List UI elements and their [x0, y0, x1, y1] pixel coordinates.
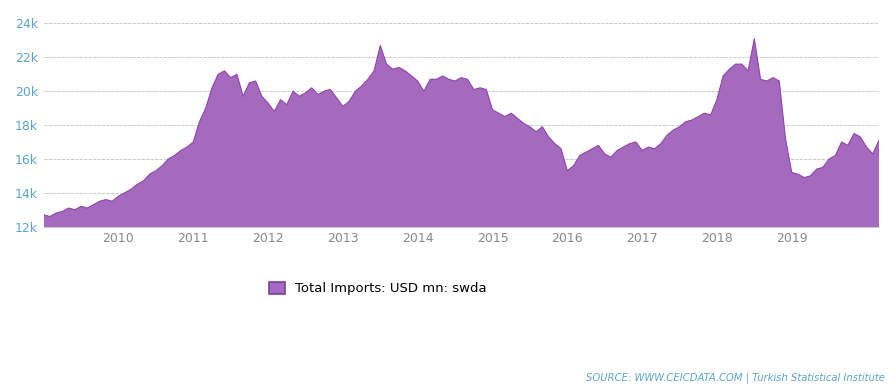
Text: SOURCE: WWW.CEICDATA.COM | Turkish Statistical Institute: SOURCE: WWW.CEICDATA.COM | Turkish Stati… [586, 373, 885, 383]
Legend: Total Imports: USD mn: swda: Total Imports: USD mn: swda [264, 277, 492, 300]
